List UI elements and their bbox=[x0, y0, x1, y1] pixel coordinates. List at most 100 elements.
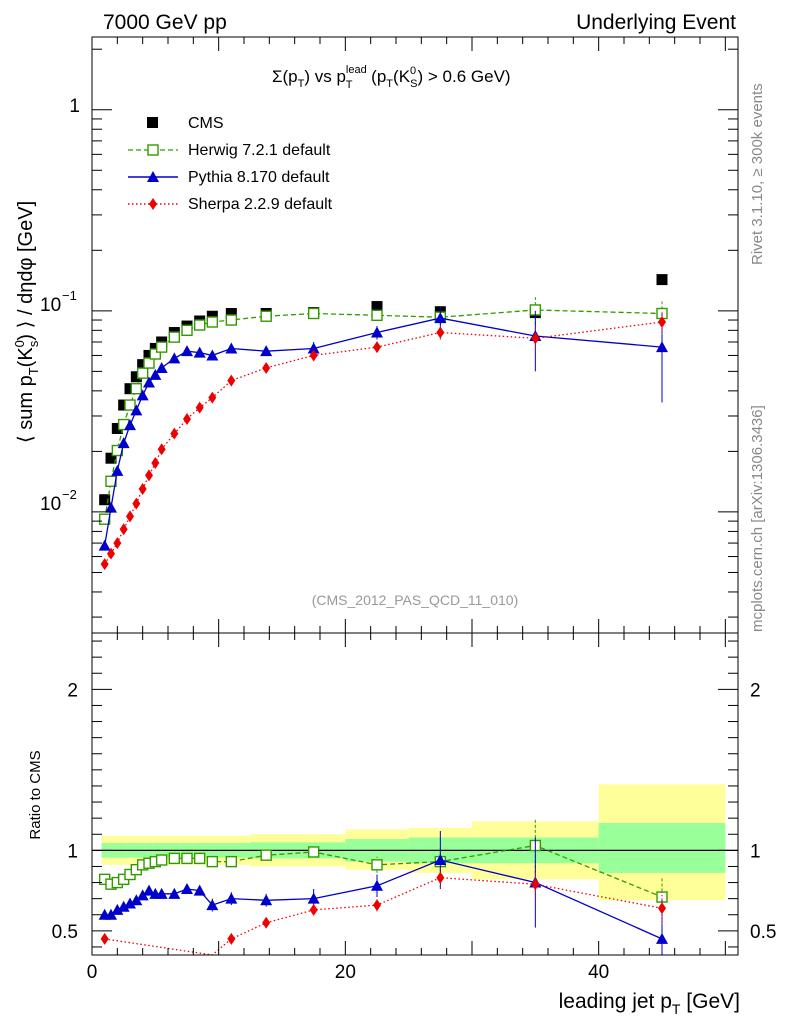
main-point-sherpa bbox=[157, 443, 166, 456]
main-point-cms bbox=[225, 307, 237, 319]
main-point-cms bbox=[99, 494, 111, 506]
main-line-herwig bbox=[104, 309, 663, 520]
main-point-cms bbox=[656, 274, 668, 286]
ratio-point-herwig bbox=[193, 852, 206, 865]
main-point-herwig bbox=[143, 357, 155, 369]
main-point-pythia bbox=[656, 341, 668, 353]
plot-title: Σ(pT) vs plead T (pT(K0 S) > 0.6 GeV) bbox=[272, 64, 511, 91]
main-point-sherpa bbox=[195, 401, 204, 414]
ratio-point-herwig bbox=[168, 852, 181, 865]
ratio-point-herwig bbox=[155, 854, 168, 866]
main-point-pythia bbox=[307, 342, 320, 354]
main-point-pythia bbox=[124, 419, 136, 431]
ratio-point-herwig bbox=[371, 859, 383, 871]
main-point-cms bbox=[118, 399, 130, 411]
main-point-cms bbox=[111, 422, 123, 434]
main-point-pythia bbox=[155, 361, 168, 373]
ratio-point-pythia bbox=[225, 892, 238, 904]
main-point-sherpa bbox=[658, 315, 666, 328]
main-point-cms bbox=[143, 349, 155, 361]
main-point-pythia bbox=[225, 342, 238, 354]
ratio-point-herwig bbox=[307, 846, 320, 858]
ratio-ytick-label-right: 0.5 bbox=[750, 922, 776, 943]
ratio-point-pythia bbox=[168, 887, 181, 899]
main-point-sherpa bbox=[145, 469, 153, 482]
ratio-ytick-label-left: 1 bbox=[67, 841, 78, 862]
ratio-point-sherpa bbox=[373, 899, 381, 912]
ratio-ytick-label-right: 1 bbox=[750, 841, 761, 862]
ytick-label-1: 1 bbox=[69, 96, 80, 117]
ratio-ytick-label-right: 2 bbox=[750, 680, 761, 701]
ratio-panel: 0.5 0.51 12 20 20 40 Ratio to CMS leading jet… bbox=[27, 632, 776, 1017]
main-panel: 1 10 −1 10 −2 ⟨ sum pT(K0s) ⟩ / dηdφ [Ge… bbox=[12, 36, 739, 634]
legend-marker-cms bbox=[147, 117, 158, 128]
main-point-pythia bbox=[260, 345, 273, 357]
main-point-herwig bbox=[371, 309, 383, 322]
ratio-point-herwig bbox=[225, 855, 238, 868]
main-point-herwig bbox=[260, 310, 272, 322]
main-point-sherpa bbox=[138, 483, 147, 496]
xlabel: leading jet pT [GeV] bbox=[559, 990, 740, 1017]
legend: CMS Herwig 7.2.1 default Pythia 8.170 de… bbox=[128, 115, 333, 213]
main-point-herwig bbox=[130, 383, 143, 395]
main-point-pythia bbox=[98, 539, 111, 551]
main-point-pythia bbox=[130, 404, 143, 416]
main-point-pythia bbox=[193, 346, 206, 358]
ratio-point-pythia bbox=[124, 897, 136, 909]
ratio-point-sherpa bbox=[100, 932, 109, 945]
main-point-herwig bbox=[168, 331, 181, 343]
xtick-label: 0 bbox=[87, 962, 98, 983]
mcplots-label: mcplots.cern.ch [arXiv:1306.3436] bbox=[749, 405, 766, 632]
legend-label-pythia: Pythia 8.170 default bbox=[188, 169, 330, 186]
analysis-annotation: (CMS_2012_PAS_QCD_11_010) bbox=[312, 592, 519, 608]
ratio-point-sherpa bbox=[658, 902, 666, 915]
main-point-cms bbox=[105, 452, 117, 464]
ratio-point-herwig bbox=[206, 855, 219, 868]
legend-entry-herwig: Herwig 7.2.1 default bbox=[128, 142, 331, 159]
main-point-cms bbox=[206, 310, 218, 322]
main-point-pythia bbox=[111, 464, 124, 476]
main-point-sherpa bbox=[132, 497, 141, 510]
main-point-herwig bbox=[206, 316, 219, 328]
main-point-sherpa bbox=[373, 341, 381, 354]
header-left: 7000 GeV pp bbox=[103, 11, 227, 34]
main-point-pythia bbox=[117, 437, 130, 449]
ratio-point-pythia bbox=[105, 908, 117, 920]
rivet-label: Rivet 3.1.10, ≥ 300k events bbox=[749, 83, 766, 265]
xtick-label: 40 bbox=[588, 962, 609, 983]
legend-label-sherpa: Sherpa 2.2.9 default bbox=[188, 196, 333, 213]
ratio-point-pythia bbox=[307, 892, 320, 904]
ratio-point-sherpa bbox=[227, 932, 236, 945]
main-point-pythia bbox=[181, 345, 193, 357]
ratio-point-pythia bbox=[130, 894, 143, 906]
main-point-cms bbox=[371, 301, 383, 313]
main-point-pythia bbox=[168, 352, 181, 364]
legend-label-cms: CMS bbox=[188, 115, 224, 132]
main-point-sherpa bbox=[309, 349, 318, 362]
main-point-sherpa bbox=[208, 391, 217, 404]
legend-entry-pythia: Pythia 8.170 default bbox=[128, 169, 330, 186]
ratio-ytick-label-left: 0.5 bbox=[52, 922, 78, 943]
ytick-label-0.01-base: 10 bbox=[40, 494, 61, 515]
legend-marker-pythia bbox=[147, 171, 159, 182]
legend-entry-sherpa: Sherpa 2.2.9 default bbox=[128, 196, 333, 213]
ytick-label-0.1-exp: −1 bbox=[62, 288, 77, 303]
main-line-sherpa bbox=[104, 321, 663, 565]
ratio-point-pythia bbox=[434, 854, 447, 866]
main-point-herwig bbox=[155, 341, 168, 353]
main-point-cms bbox=[137, 359, 149, 371]
header-right: Underlying Event bbox=[576, 11, 736, 34]
main-point-sherpa bbox=[151, 457, 160, 470]
ratio-ytick-label-left: 2 bbox=[67, 680, 78, 701]
ratio-point-herwig bbox=[181, 852, 193, 865]
ytick-label-0.01: 10 −2 bbox=[40, 487, 77, 515]
ratio-point-pythia bbox=[143, 884, 155, 896]
ratio-point-sherpa bbox=[262, 916, 271, 929]
ratio-point-pythia bbox=[117, 900, 130, 912]
main-point-herwig bbox=[136, 367, 149, 379]
ratio-point-pythia bbox=[193, 884, 206, 896]
ytick-label-0.1-base: 10 bbox=[40, 295, 61, 316]
legend-label-herwig: Herwig 7.2.1 default bbox=[188, 142, 331, 159]
ratio-ylabel: Ratio to CMS bbox=[27, 750, 44, 839]
